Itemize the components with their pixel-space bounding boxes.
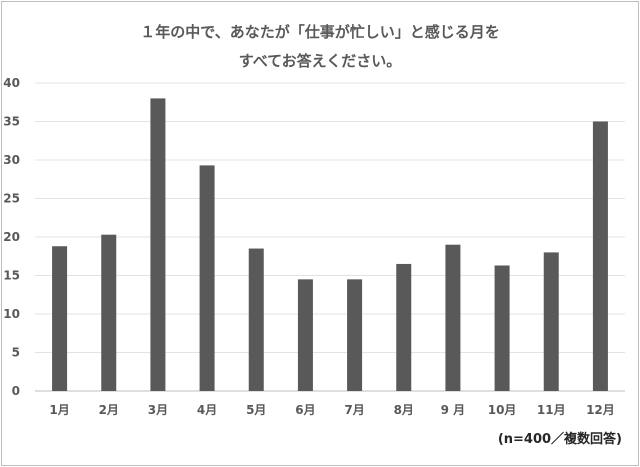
x-tick-label: 11月 bbox=[537, 403, 566, 417]
x-tick-label: 7月 bbox=[344, 403, 364, 417]
x-tick-label: 9 月 bbox=[441, 403, 466, 417]
bar bbox=[347, 279, 363, 391]
x-tick-label: 1月 bbox=[49, 403, 69, 417]
x-tick-label: 8月 bbox=[394, 403, 414, 417]
x-tick-label: 10月 bbox=[488, 403, 517, 417]
y-tick-label: 35 bbox=[3, 115, 20, 129]
bar bbox=[52, 246, 68, 391]
chart-title-line1: １年の中で、あなたが「仕事が忙しい」と感じる月を bbox=[140, 23, 500, 41]
y-tick-label: 10 bbox=[3, 307, 20, 321]
y-tick-label: 0 bbox=[12, 384, 20, 398]
bar bbox=[494, 265, 510, 391]
bar bbox=[199, 165, 215, 391]
x-tick-label: 3月 bbox=[148, 403, 168, 417]
bar bbox=[396, 263, 412, 391]
x-tick-label: 12月 bbox=[586, 403, 615, 417]
x-tick-label: 2月 bbox=[99, 403, 119, 417]
bar bbox=[297, 279, 313, 391]
sample-note: (n=400／複数回答) bbox=[497, 432, 622, 447]
bar bbox=[592, 121, 608, 391]
x-tick-label: 4月 bbox=[197, 403, 217, 417]
bar bbox=[445, 244, 461, 391]
y-tick-label: 5 bbox=[12, 346, 20, 360]
y-tick-label: 20 bbox=[3, 230, 20, 244]
x-tick-label: 6月 bbox=[295, 403, 315, 417]
bar bbox=[543, 252, 559, 391]
y-tick-label: 40 bbox=[3, 76, 20, 90]
bar bbox=[101, 234, 117, 391]
chart-title-line2: すべてお答えください。 bbox=[238, 52, 402, 70]
x-tick-label: 5月 bbox=[246, 403, 266, 417]
y-tick-label: 25 bbox=[3, 192, 20, 206]
y-tick-label: 30 bbox=[3, 153, 20, 167]
y-tick-label: 15 bbox=[3, 269, 20, 283]
bar bbox=[150, 98, 166, 392]
chart-title: １年の中で、あなたが「仕事が忙しい」と感じる月を すべてお答えください。 bbox=[0, 18, 640, 76]
bar bbox=[248, 248, 264, 391]
